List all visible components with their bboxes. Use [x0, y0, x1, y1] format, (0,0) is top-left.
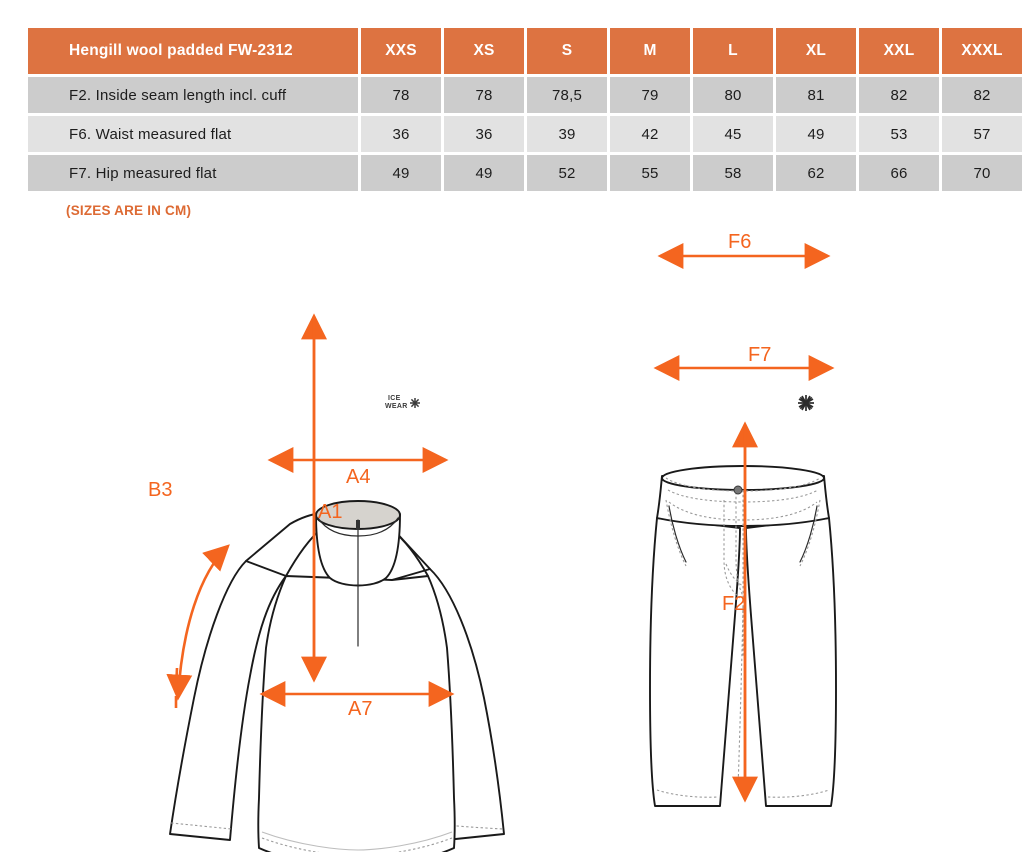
measurement-label: F2. Inside seam length incl. cuff — [28, 77, 358, 113]
sweater-illustration: ICE WEAR B3 A4 — [148, 313, 505, 852]
measure-f2: F2 — [722, 421, 758, 803]
measurement-value: 79 — [610, 77, 690, 113]
measurement-label: F6. Waist measured flat — [28, 116, 358, 152]
size-header-s: S — [527, 28, 607, 74]
measure-label-f7: F7 — [748, 344, 771, 366]
size-chart-table: Hengill wool padded FW-2312 XXS XS S M L… — [25, 25, 1025, 194]
measurement-value: 66 — [859, 155, 939, 191]
measurement-value: 82 — [942, 77, 1022, 113]
pants-illustration: F6 F7 F2 — [649, 231, 837, 807]
measurement-value: 49 — [361, 155, 441, 191]
table-row: F2. Inside seam length incl. cuff 78 78 … — [28, 77, 1022, 113]
size-header-l: L — [693, 28, 773, 74]
ice-wear-logo: ICE WEAR — [385, 395, 420, 410]
measurement-value: 49 — [776, 116, 856, 152]
measurement-value: 36 — [444, 116, 524, 152]
measurement-value: 78 — [444, 77, 524, 113]
measurement-value: 62 — [776, 155, 856, 191]
measure-b3-lower — [174, 667, 179, 691]
measurement-value: 78,5 — [527, 77, 607, 113]
size-header-m: M — [610, 28, 690, 74]
table-header-row: Hengill wool padded FW-2312 XXS XS S M L… — [28, 28, 1022, 74]
measurement-label: F7. Hip measured flat — [28, 155, 358, 191]
snowflake-icon — [410, 398, 420, 408]
measure-a7: A7 — [259, 681, 455, 720]
size-header-xxl: XXL — [859, 28, 939, 74]
snowflake-icon — [798, 395, 814, 411]
measure-label-f2: F2 — [722, 593, 745, 615]
measurement-value: 49 — [444, 155, 524, 191]
measure-label-a1: A1 — [318, 501, 342, 523]
size-header-xl: XL — [776, 28, 856, 74]
measure-label-b3: B3 — [148, 479, 172, 501]
measurement-value: 58 — [693, 155, 773, 191]
logo-text-line1: ICE — [388, 395, 401, 402]
measure-label-a7: A7 — [348, 698, 372, 720]
measure-label-a4: A4 — [346, 466, 370, 488]
measurement-value: 55 — [610, 155, 690, 191]
measurement-value: 45 — [693, 116, 773, 152]
product-title: Hengill wool padded FW-2312 — [28, 28, 358, 74]
measurement-value: 80 — [693, 77, 773, 113]
measure-a1: A1 — [301, 313, 342, 683]
measure-b3: B3 — [148, 479, 230, 708]
measurement-value: 82 — [859, 77, 939, 113]
measurement-value: 52 — [527, 155, 607, 191]
measurement-value: 36 — [361, 116, 441, 152]
size-header-xxs: XXS — [361, 28, 441, 74]
size-header-xs: XS — [444, 28, 524, 74]
size-header-xxxl: XXXL — [942, 28, 1022, 74]
measurement-value: 70 — [942, 155, 1022, 191]
garment-diagrams: ICE WEAR B3 A4 — [0, 228, 1027, 852]
measurement-value: 42 — [610, 116, 690, 152]
measure-a4: A4 — [267, 447, 449, 488]
measurement-value: 53 — [859, 116, 939, 152]
measurement-value: 81 — [776, 77, 856, 113]
measure-f7: F7 — [653, 344, 835, 381]
units-note: (SIZES ARE IN CM) — [66, 203, 192, 218]
logo-text-line2: WEAR — [385, 403, 408, 410]
measure-f6: F6 — [657, 231, 831, 269]
measurement-value: 57 — [942, 116, 1022, 152]
measure-label-f6: F6 — [728, 231, 751, 253]
table-row: F7. Hip measured flat 49 49 52 55 58 62 … — [28, 155, 1022, 191]
measurement-value: 78 — [361, 77, 441, 113]
measurement-value: 39 — [527, 116, 607, 152]
table-row: F6. Waist measured flat 36 36 39 42 45 4… — [28, 116, 1022, 152]
